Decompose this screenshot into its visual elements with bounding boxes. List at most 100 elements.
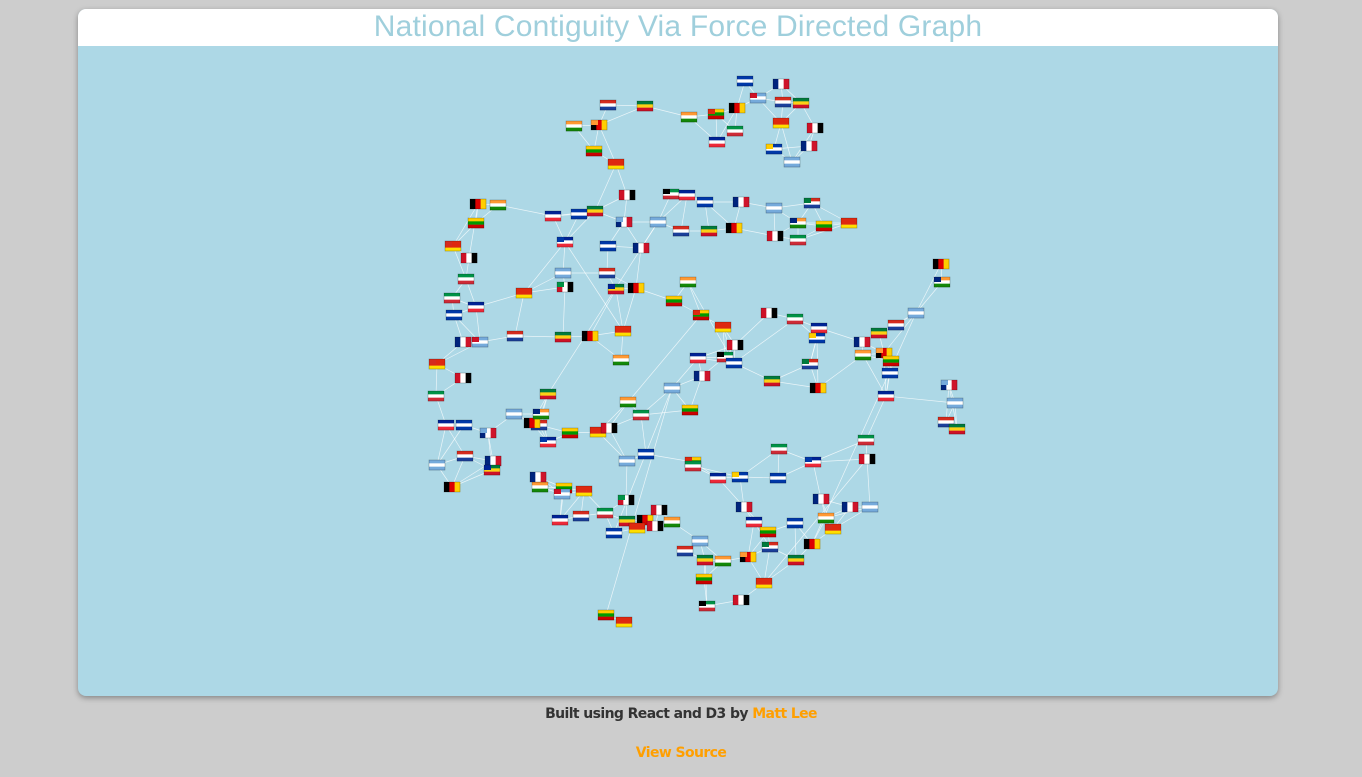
country-flag-icon[interactable]: [556, 236, 574, 248]
country-flag-icon[interactable]: [907, 307, 925, 319]
country-flag-icon[interactable]: [618, 189, 636, 201]
country-flag-icon[interactable]: [599, 240, 617, 252]
country-flag-icon[interactable]: [787, 554, 805, 566]
country-flag-icon[interactable]: [650, 504, 668, 516]
country-flag-icon[interactable]: [454, 372, 472, 384]
country-flag-icon[interactable]: [745, 516, 763, 528]
country-flag-icon[interactable]: [612, 354, 630, 366]
country-flag-icon[interactable]: [619, 396, 637, 408]
country-flag-icon[interactable]: [556, 281, 574, 293]
country-flag-icon[interactable]: [761, 541, 779, 553]
country-flag-icon[interactable]: [632, 409, 650, 421]
country-flag-icon[interactable]: [714, 321, 732, 333]
country-flag-icon[interactable]: [769, 472, 787, 484]
country-flag-icon[interactable]: [663, 382, 681, 394]
country-flag-icon[interactable]: [804, 456, 822, 468]
country-flag-icon[interactable]: [663, 516, 681, 528]
country-flag-icon[interactable]: [815, 220, 833, 232]
country-flag-icon[interactable]: [553, 488, 571, 500]
country-flag-icon[interactable]: [808, 332, 826, 344]
country-flag-icon[interactable]: [443, 481, 461, 493]
country-flag-icon[interactable]: [505, 408, 523, 420]
country-flag-icon[interactable]: [427, 390, 445, 402]
country-flag-icon[interactable]: [479, 427, 497, 439]
country-flag-icon[interactable]: [570, 208, 588, 220]
country-flag-icon[interactable]: [725, 222, 743, 234]
country-flag-icon[interactable]: [933, 276, 951, 288]
country-flag-icon[interactable]: [861, 501, 879, 513]
country-flag-icon[interactable]: [786, 517, 804, 529]
country-flag-icon[interactable]: [882, 355, 900, 367]
country-flag-icon[interactable]: [763, 375, 781, 387]
country-flag-icon[interactable]: [599, 99, 617, 111]
country-flag-icon[interactable]: [765, 143, 783, 155]
country-flag-icon[interactable]: [707, 108, 725, 120]
country-flag-icon[interactable]: [483, 464, 501, 476]
country-flag-icon[interactable]: [618, 515, 636, 527]
country-flag-icon[interactable]: [489, 199, 507, 211]
country-flag-icon[interactable]: [772, 117, 790, 129]
country-flag-icon[interactable]: [678, 189, 696, 201]
country-flag-icon[interactable]: [469, 198, 487, 210]
country-flag-icon[interactable]: [679, 276, 697, 288]
country-flag-icon[interactable]: [581, 330, 599, 342]
country-flag-icon[interactable]: [696, 196, 714, 208]
country-flag-icon[interactable]: [772, 78, 790, 90]
country-flag-icon[interactable]: [460, 252, 478, 264]
country-flag-icon[interactable]: [506, 330, 524, 342]
country-flag-icon[interactable]: [946, 397, 964, 409]
country-flag-icon[interactable]: [636, 100, 654, 112]
country-flag-icon[interactable]: [766, 230, 784, 242]
country-flag-icon[interactable]: [672, 225, 690, 237]
country-flag-icon[interactable]: [692, 309, 710, 321]
country-flag-icon[interactable]: [725, 357, 743, 369]
country-flag-icon[interactable]: [696, 554, 714, 566]
country-flag-icon[interactable]: [760, 307, 778, 319]
country-flag-icon[interactable]: [803, 197, 821, 209]
country-flag-icon[interactable]: [572, 510, 590, 522]
country-flag-icon[interactable]: [817, 512, 835, 524]
country-flag-icon[interactable]: [857, 434, 875, 446]
country-flag-icon[interactable]: [561, 427, 579, 439]
country-flag-icon[interactable]: [695, 573, 713, 585]
country-flag-icon[interactable]: [607, 158, 625, 170]
country-flag-icon[interactable]: [632, 242, 650, 254]
country-flag-icon[interactable]: [428, 358, 446, 370]
country-flag-icon[interactable]: [731, 471, 749, 483]
country-flag-icon[interactable]: [456, 450, 474, 462]
country-flag-icon[interactable]: [689, 352, 707, 364]
country-flag-icon[interactable]: [444, 240, 462, 252]
country-flag-icon[interactable]: [532, 408, 550, 420]
country-flag-icon[interactable]: [786, 313, 804, 325]
country-flag-icon[interactable]: [637, 448, 655, 460]
country-flag-icon[interactable]: [854, 349, 872, 361]
country-flag-icon[interactable]: [726, 339, 744, 351]
country-flag-icon[interactable]: [792, 97, 810, 109]
country-flag-icon[interactable]: [684, 460, 702, 472]
country-flag-icon[interactable]: [467, 217, 485, 229]
country-flag-icon[interactable]: [870, 327, 888, 339]
country-flag-icon[interactable]: [662, 188, 680, 200]
country-flag-icon[interactable]: [770, 443, 788, 455]
author-link[interactable]: Matt Lee: [752, 706, 817, 722]
view-source-link[interactable]: View Source: [635, 745, 727, 761]
country-flag-icon[interactable]: [531, 481, 549, 493]
country-flag-icon[interactable]: [735, 501, 753, 513]
country-flag-icon[interactable]: [617, 494, 635, 506]
country-flag-icon[interactable]: [554, 331, 572, 343]
country-flag-icon[interactable]: [693, 370, 711, 382]
country-flag-icon[interactable]: [575, 485, 593, 497]
country-flag-icon[interactable]: [940, 379, 958, 391]
country-flag-icon[interactable]: [858, 453, 876, 465]
country-flag-icon[interactable]: [728, 102, 746, 114]
country-flag-icon[interactable]: [680, 111, 698, 123]
country-flag-icon[interactable]: [681, 404, 699, 416]
country-flag-icon[interactable]: [628, 522, 646, 534]
country-flag-icon[interactable]: [937, 416, 955, 428]
force-directed-graph[interactable]: [78, 46, 1278, 696]
country-flag-icon[interactable]: [803, 538, 821, 550]
country-flag-icon[interactable]: [471, 336, 489, 348]
country-flag-icon[interactable]: [455, 419, 473, 431]
country-flag-icon[interactable]: [615, 216, 633, 228]
country-flag-icon[interactable]: [585, 145, 603, 157]
